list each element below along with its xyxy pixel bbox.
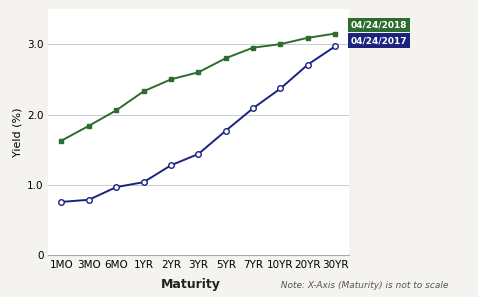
Y-axis label: Yield (%): Yield (%) <box>13 108 23 157</box>
Text: 04/24/2017: 04/24/2017 <box>350 36 407 45</box>
Text: Note: X-Axis (Maturity) is not to scale: Note: X-Axis (Maturity) is not to scale <box>275 282 448 290</box>
Text: 04/24/2018: 04/24/2018 <box>350 20 407 30</box>
Text: Maturity: Maturity <box>161 278 221 291</box>
